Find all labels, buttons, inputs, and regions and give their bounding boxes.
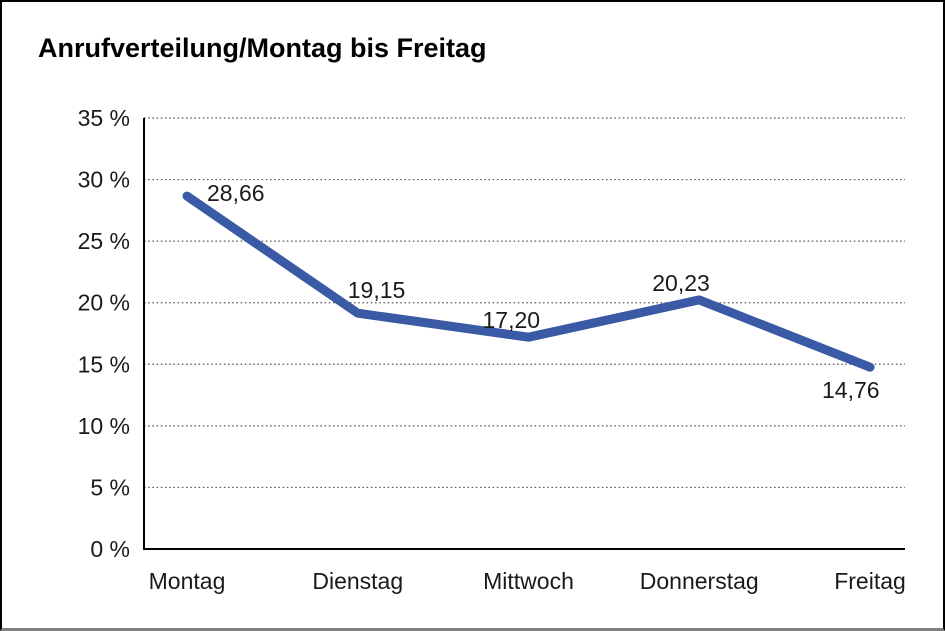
x-category-label: Mittwoch <box>483 568 574 594</box>
y-tick-label: 5 % <box>90 474 130 500</box>
data-series-line <box>182 191 875 372</box>
data-label: 19,15 <box>348 277 406 303</box>
x-category-label: Donnerstag <box>640 568 759 594</box>
x-category-label: Montag <box>149 568 226 594</box>
y-tick-label: 15 % <box>78 351 130 377</box>
x-category-label: Dienstag <box>312 568 403 594</box>
chart-title: Anrufverteilung/Montag bis Freitag <box>38 33 487 63</box>
data-label: 28,66 <box>207 180 265 206</box>
y-tick-label: 10 % <box>78 413 130 439</box>
data-label: 17,20 <box>483 307 541 333</box>
data-label: 20,23 <box>652 270 710 296</box>
y-tick-label: 20 % <box>78 290 130 316</box>
y-tick-label: 0 % <box>90 536 130 562</box>
y-tick-label: 30 % <box>78 167 130 193</box>
y-tick-label: 25 % <box>78 228 130 254</box>
y-tick-label: 35 % <box>78 105 130 131</box>
data-label: 14,76 <box>822 377 880 403</box>
x-category-label: Freitag <box>834 568 906 594</box>
